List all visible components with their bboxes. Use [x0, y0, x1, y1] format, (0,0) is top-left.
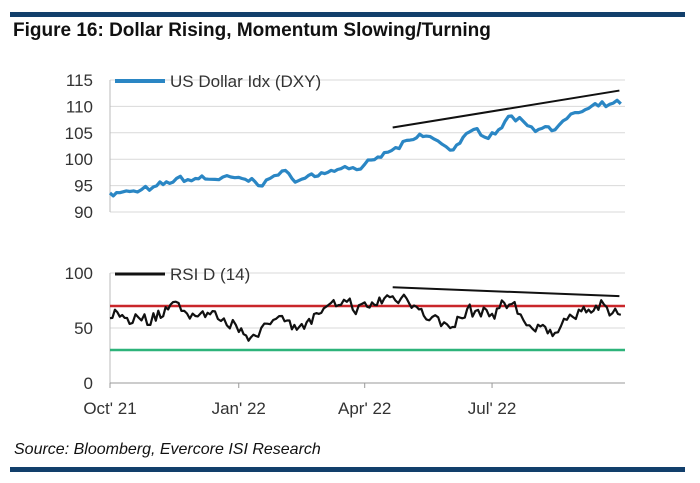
rsi-series-line [109, 293, 622, 342]
top-rule [10, 12, 685, 17]
x-tick-label: Jan' 22 [212, 399, 266, 418]
dxy-y-tick-label: 105 [65, 124, 93, 143]
dxy-legend-label: US Dollar Idx (DXY) [170, 72, 321, 91]
bottom-rule [10, 467, 685, 472]
rsi-y-tick-label: 100 [65, 264, 93, 283]
figure-title: Figure 16: Dollar Rising, Momentum Slowi… [13, 20, 491, 41]
rsi-legend-label: RSI D (14) [170, 265, 250, 284]
x-tick-label: Jul' 22 [468, 399, 517, 418]
rsi-trendline [392, 286, 620, 298]
x-tick-label: Apr' 22 [338, 399, 391, 418]
x-tick-label: Oct' 21 [83, 399, 136, 418]
rsi-y-tick-label: 0 [84, 374, 93, 393]
dxy-trendline [392, 89, 620, 129]
rsi-y-tick-label: 50 [74, 319, 93, 338]
dxy-series-line [108, 98, 622, 198]
dxy-y-tick-label: 110 [66, 97, 93, 116]
dxy-y-tick-label: 95 [74, 177, 93, 196]
dxy-y-tick-label: 115 [66, 71, 93, 90]
dxy-y-tick-label: 90 [74, 203, 93, 222]
dxy-y-tick-label: 100 [65, 150, 93, 169]
source-note: Source: Bloomberg, Evercore ISI Research [14, 441, 321, 458]
